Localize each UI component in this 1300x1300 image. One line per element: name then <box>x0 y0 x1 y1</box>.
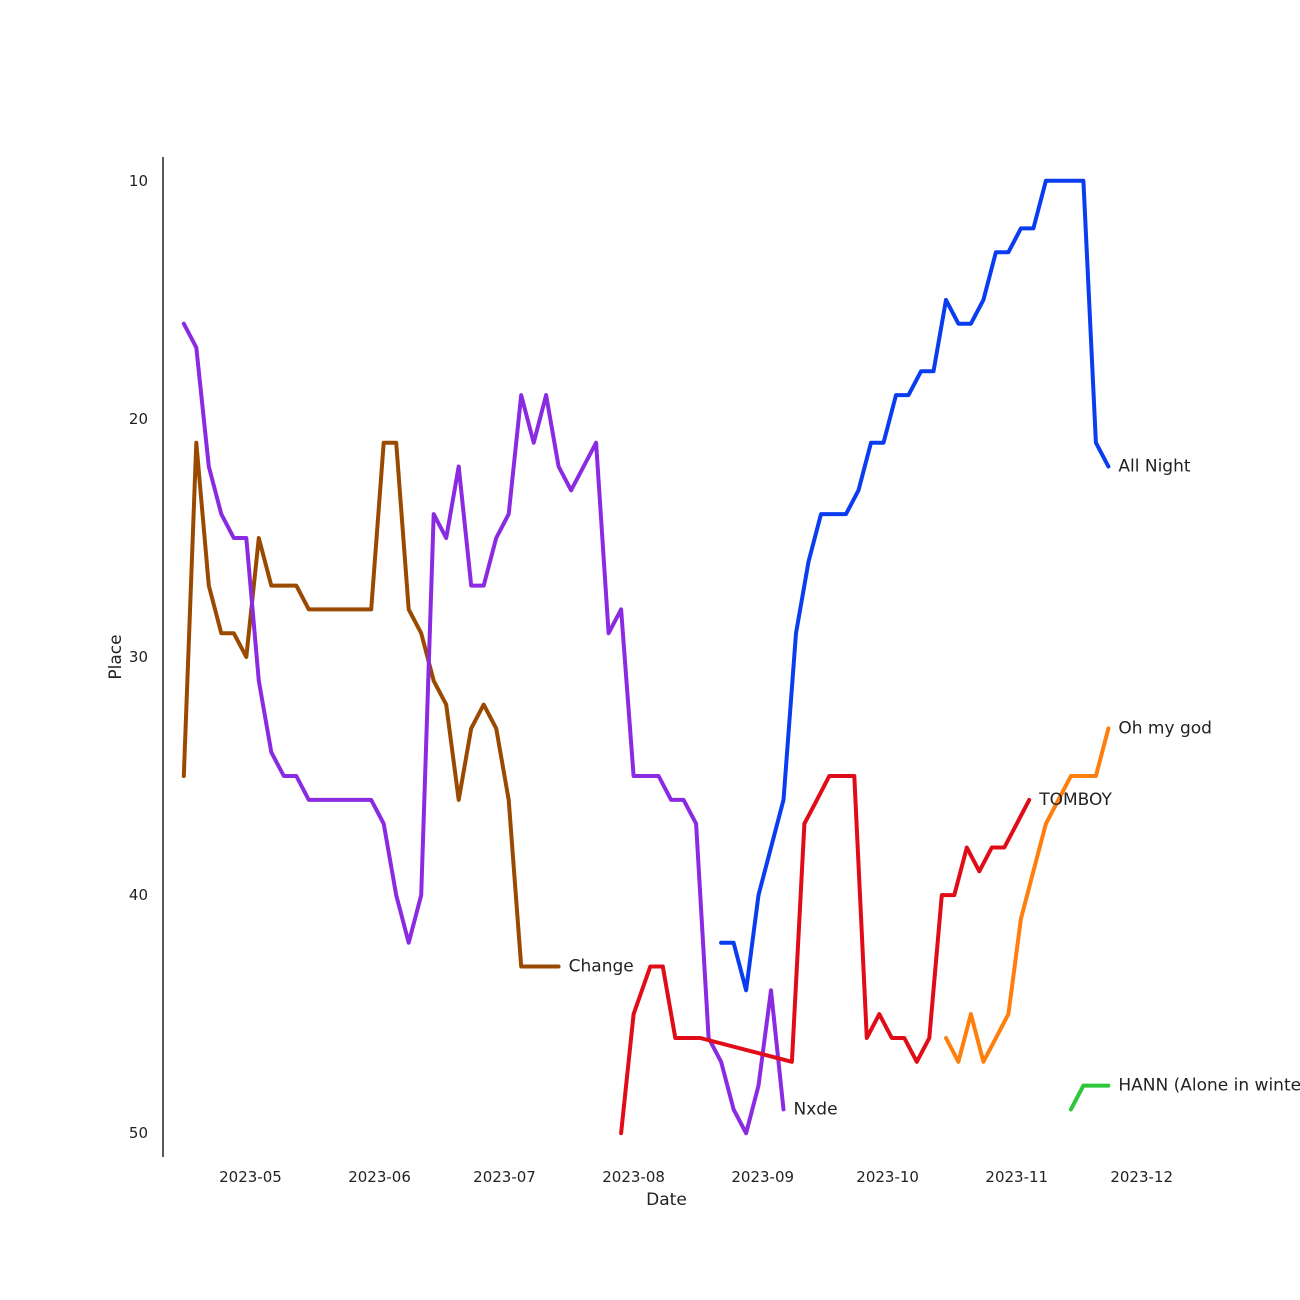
x-axis-title: Date <box>646 1190 687 1210</box>
series-label-all-night: All Night <box>1118 457 1190 477</box>
y-tick-label: 50 <box>129 1124 148 1142</box>
x-tick-label: 2023-12 <box>1110 1168 1173 1186</box>
x-tick-label: 2023-08 <box>602 1168 665 1186</box>
y-axis-title: Place <box>106 634 126 679</box>
series-line-tomboy <box>619 774 1032 1136</box>
series-label-nxde: Nxde <box>794 1099 838 1119</box>
series-line-all-night <box>719 178 1111 993</box>
series-line-hann-alone-in-winter <box>1068 1083 1111 1112</box>
y-tick-label: 10 <box>129 172 148 190</box>
x-tick-label: 2023-05 <box>219 1168 282 1186</box>
series-label-oh-my-god: Oh my god <box>1118 718 1212 738</box>
series-label-hann-alone-in-winter: HANN (Alone in winter) <box>1118 1076 1300 1096</box>
axes-layer: Date Place 10 20 30 40 50 2023-05 2023-06 2023-… <box>106 157 1173 1210</box>
y-tick-label: 30 <box>129 648 148 666</box>
series-label-change: Change <box>569 957 634 977</box>
x-tick-label: 2023-09 <box>731 1168 794 1186</box>
x-tick-label: 2023-07 <box>473 1168 536 1186</box>
series-line-change <box>181 440 561 969</box>
x-tick-label: 2023-06 <box>348 1168 411 1186</box>
series-layer <box>181 178 1111 1136</box>
y-tick-label: 40 <box>129 886 148 904</box>
series-line-oh-my-god <box>944 726 1111 1064</box>
y-tick-label: 20 <box>129 410 148 428</box>
x-tick-label: 2023-10 <box>856 1168 919 1186</box>
series-label-tomboy: TOMBOY <box>1038 790 1112 810</box>
x-tick-label: 2023-11 <box>985 1168 1048 1186</box>
series-line-nxde <box>181 321 786 1136</box>
series-labels-layer: Change Nxde All Night TOMBOY Oh my god HANN (… <box>569 457 1300 1120</box>
